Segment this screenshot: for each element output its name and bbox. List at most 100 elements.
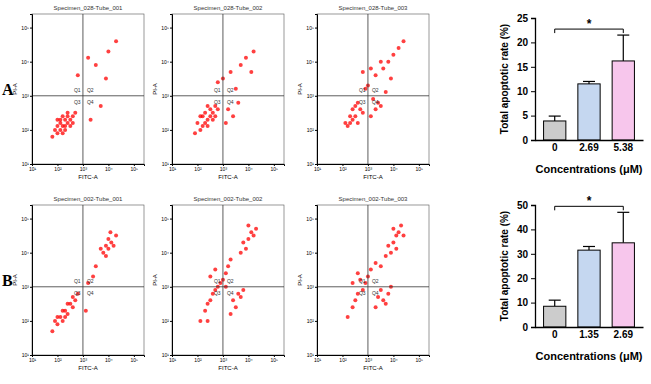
point [391,53,395,57]
point [68,118,72,122]
point [195,121,199,125]
tick-mark [315,62,317,63]
tick-label: 10² [54,357,62,363]
quadrant-gate [172,95,284,96]
tick: 10¹ [314,164,322,172]
point [386,292,390,296]
tick-label: 2.69 [579,142,599,153]
tick-mark [531,278,535,279]
tick: 10⁵ [416,164,424,172]
tick: 10² [194,164,202,172]
tick: 10⁴ [21,250,32,256]
tick: 10⁵ [416,355,424,363]
axis-line [33,356,145,358]
tick-label: 10³ [162,93,170,99]
point [394,233,398,237]
tick-label: 10⁴ [245,166,253,172]
tick: 10⁴ [105,355,113,363]
quadrant-gate [172,286,284,287]
plot-frame [172,14,284,164]
tick-label: 10⁴ [161,59,169,65]
figure: 10¹10²10³10⁴10⁵10¹10²10³10⁴10⁵Specimen_0… [0,0,651,384]
axis: 10¹10²10³10⁴10⁵ [306,206,317,359]
point [241,288,245,292]
tick: 10¹ [22,352,32,358]
point [203,111,207,115]
quadrant-label: Q3 [359,290,366,296]
tick-mark [315,321,317,322]
tick: 20 [517,37,535,48]
point [84,309,88,313]
tick: 0 [552,140,558,153]
point [346,315,350,319]
axis-line [173,165,285,167]
point [379,288,383,292]
point [374,73,378,77]
y-axis-title: Total apoptotic rate (%) [499,24,510,134]
quadrant-label: Q2 [227,87,234,93]
tick-label: 40 [517,224,529,235]
plot-frame [32,14,144,164]
tick: 10⁴ [161,59,172,65]
tick-label: 20 [517,273,529,284]
axis: 10¹10²10³10⁴10⁵ [314,355,430,363]
tick: 10¹ [162,161,172,167]
tick-label: 10⁴ [306,59,314,65]
tick: 10⁵ [161,216,172,222]
tick-label: 10³ [22,93,30,99]
point [213,114,217,118]
quadrant-label: Q1 [214,87,221,93]
quadrant-label: Q2 [372,87,379,93]
panel-title: Specimen_002-Tube_002 [194,196,263,202]
point [208,275,212,279]
point [249,230,253,234]
axis-line [315,206,318,356]
tick-label: 10⁵ [416,357,424,363]
point [231,114,235,118]
point [244,56,248,60]
axis-line [30,206,33,356]
point [53,319,57,323]
point [71,114,75,118]
tick: 10³ [220,164,228,172]
tick: 10¹ [307,352,317,358]
y-axis-title: PI-A [297,83,303,95]
tick-mark [531,18,535,19]
plot-area [172,205,284,355]
tick-mark [170,321,172,322]
tick-mark [315,219,317,220]
x-axis-title: Concentrations (μM) [536,163,643,175]
tick-label: 10⁴ [390,357,398,363]
tick-label: 10³ [162,284,170,290]
point [374,305,378,309]
tick-label: 10¹ [29,166,37,172]
tick: 50 [517,200,535,211]
point [53,128,57,132]
axis: 10¹10²10³10⁴10⁵ [306,15,317,168]
point [208,114,212,118]
point [108,230,112,234]
tick-label: 10⁴ [306,250,314,256]
tick-label: 10¹ [22,161,30,167]
plot-area [317,205,429,355]
axis: 10¹10²10³10⁴10⁵ [169,164,285,172]
quadrant-gate [367,14,368,164]
tick: 10³ [22,284,32,290]
point [216,80,220,84]
point [361,70,365,74]
error-cap [549,115,561,116]
plot-frame [317,14,429,164]
axis: 02.695.38 [536,140,644,153]
tick-label: 10⁵ [161,25,169,31]
plot-area [544,35,635,140]
point [86,56,90,60]
plot-area [32,205,144,355]
point [63,315,67,319]
bar [578,250,600,327]
tick: 10³ [365,164,373,172]
point [224,121,228,125]
tick-mark [170,219,172,220]
tick-mark [531,205,535,206]
point [55,124,59,128]
axis: 10¹10²10³10⁴10⁵ [29,355,145,363]
